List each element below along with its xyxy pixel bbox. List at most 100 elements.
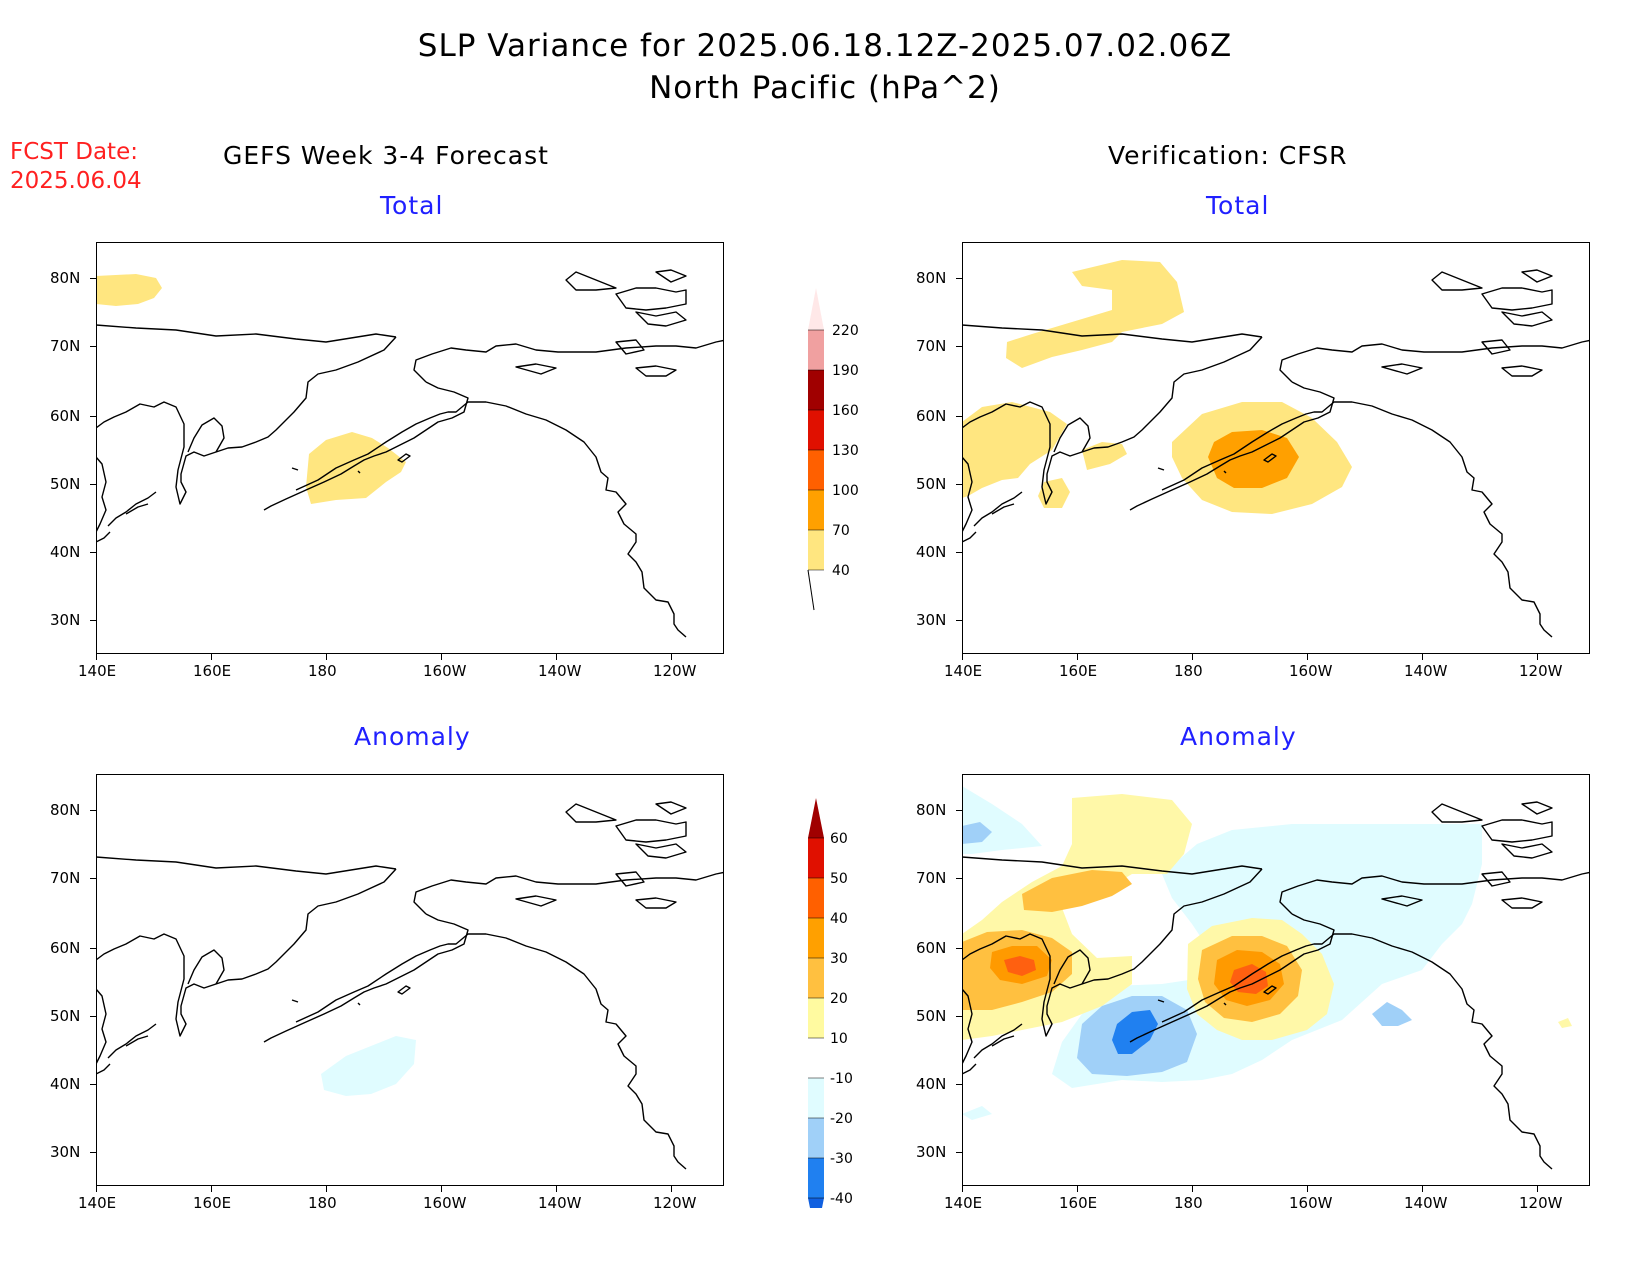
colorbar-segment xyxy=(808,918,824,958)
lon-tick-label: 120W xyxy=(653,1194,697,1212)
left-column-title: GEFS Week 3-4 Forecast xyxy=(223,141,549,170)
contour-fill xyxy=(1230,964,1268,994)
lat-tick xyxy=(90,1016,96,1017)
lat-tick-label: 30N xyxy=(50,611,81,629)
contour-fill xyxy=(962,1106,992,1120)
map-forecast-total xyxy=(96,242,724,654)
lat-tick-label: 40N xyxy=(916,1075,947,1093)
lat-tick-label: 30N xyxy=(916,1143,947,1161)
colorbar-segment xyxy=(808,330,824,370)
lat-tick-label: 70N xyxy=(50,869,81,887)
lon-tick xyxy=(211,654,212,660)
lat-tick-label: 40N xyxy=(916,543,947,561)
colorbar-segment xyxy=(808,410,824,450)
lon-tick xyxy=(326,654,327,660)
lon-tick-label: 160W xyxy=(1289,662,1333,680)
lon-tick xyxy=(1192,654,1193,660)
lon-tick xyxy=(1537,1186,1538,1192)
contour-fill xyxy=(1038,478,1070,508)
lon-tick-label: 180 xyxy=(1174,1194,1203,1212)
lon-tick-label: 160E xyxy=(193,662,232,680)
lon-tick-label: 140E xyxy=(78,662,117,680)
lon-tick xyxy=(1307,1186,1308,1192)
colorbar-segment xyxy=(808,798,824,838)
colorbar-segment xyxy=(808,838,824,878)
lon-tick-label: 120W xyxy=(653,662,697,680)
lat-tick xyxy=(956,484,962,485)
lon-tick-label: 140W xyxy=(538,1194,582,1212)
colorbar-tail xyxy=(807,569,815,611)
colorbar-label: 160 xyxy=(832,403,859,419)
lat-tick-label: 40N xyxy=(50,543,81,561)
lon-tick-label: 140W xyxy=(1404,662,1448,680)
right-column-title: Verification: CFSR xyxy=(1108,141,1348,170)
lon-tick xyxy=(962,654,963,660)
colorbar-segment xyxy=(808,1038,824,1078)
lat-tick xyxy=(90,552,96,553)
lon-tick-label: 140E xyxy=(78,1194,117,1212)
lon-tick xyxy=(671,654,672,660)
lon-tick xyxy=(1192,1186,1193,1192)
colorbar-label: 100 xyxy=(832,483,859,499)
lat-tick xyxy=(956,1016,962,1017)
fcst-date-label: FCST Date: xyxy=(10,139,138,165)
colorbar-total: 40 70 100 130 160 190 220 xyxy=(807,288,859,611)
lat-tick-label: 60N xyxy=(916,939,947,957)
lon-tick xyxy=(326,1186,327,1192)
colorbar-label: 10 xyxy=(830,1031,848,1047)
lat-tick xyxy=(956,346,962,347)
lon-tick xyxy=(1077,1186,1078,1192)
colorbar-label: -20 xyxy=(830,1111,853,1127)
map-verification-anomaly xyxy=(962,774,1590,1186)
lat-tick xyxy=(956,278,962,279)
lon-tick-label: 120W xyxy=(1519,1194,1563,1212)
contour-fill xyxy=(1022,870,1132,912)
colorbar-segment xyxy=(808,490,824,530)
colorbar-label: 40 xyxy=(832,563,850,579)
lon-tick-label: 160E xyxy=(1059,662,1098,680)
panel-title-verification-total: Total xyxy=(1206,191,1270,220)
colorbar-label: -40 xyxy=(830,1191,853,1207)
contour-fill xyxy=(1558,1018,1572,1028)
lon-tick xyxy=(962,1186,963,1192)
lon-tick xyxy=(1307,654,1308,660)
colorbar-label: 70 xyxy=(832,523,850,539)
lat-tick-label: 80N xyxy=(916,269,947,287)
contour-fill xyxy=(306,432,406,504)
lat-tick-label: 60N xyxy=(50,407,81,425)
lat-tick-label: 70N xyxy=(916,869,947,887)
lat-tick-label: 60N xyxy=(916,407,947,425)
lat-tick-label: 70N xyxy=(916,337,947,355)
lat-tick-label: 50N xyxy=(50,1007,81,1025)
lat-tick xyxy=(90,878,96,879)
contour-fill xyxy=(962,402,1067,498)
map-verification-total xyxy=(962,242,1590,654)
panel-title-verification-anomaly: Anomaly xyxy=(1180,722,1297,751)
contour-fill xyxy=(1372,1002,1412,1026)
lon-tick-label: 180 xyxy=(1174,662,1203,680)
lat-tick xyxy=(90,484,96,485)
colorbar-segment xyxy=(808,530,824,570)
colorbar-segment xyxy=(808,1118,824,1158)
colorbar-segment xyxy=(808,288,824,330)
lat-tick-label: 70N xyxy=(50,337,81,355)
colorbar-label: 130 xyxy=(832,443,859,459)
lon-tick xyxy=(1422,654,1423,660)
lat-tick xyxy=(956,416,962,417)
contour-fill xyxy=(1112,1010,1158,1054)
contour-fill xyxy=(96,274,162,306)
contour-fill xyxy=(1208,430,1299,488)
colorbar-anomaly: 60 50 40 30 20 10 -10 -20 -30 -40 xyxy=(808,798,853,1208)
lon-tick xyxy=(96,654,97,660)
lat-tick-label: 50N xyxy=(916,1007,947,1025)
lat-tick xyxy=(90,1084,96,1085)
colorbar-label: 30 xyxy=(830,951,848,967)
lat-tick xyxy=(90,948,96,949)
lon-tick xyxy=(96,1186,97,1192)
colorbar-label: 220 xyxy=(832,323,859,339)
contour-fill xyxy=(1082,442,1127,470)
colorbar-label: 40 xyxy=(830,911,848,927)
lat-tick xyxy=(956,948,962,949)
colorbar-label: -30 xyxy=(830,1151,853,1167)
colorbar-segment xyxy=(808,998,824,1038)
